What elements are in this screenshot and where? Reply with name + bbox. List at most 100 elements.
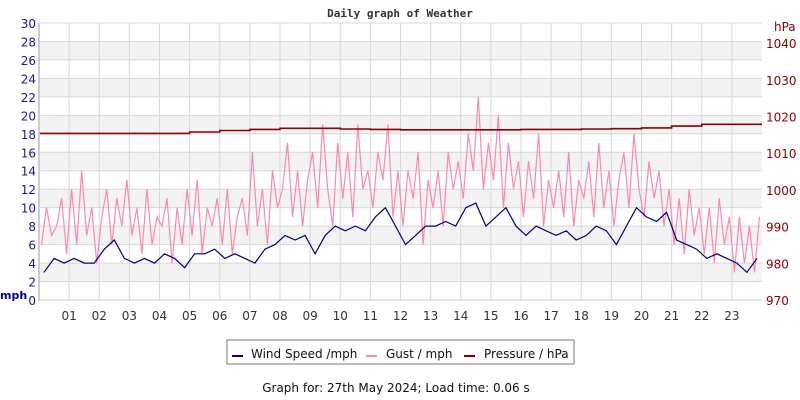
data-point [101, 216, 103, 218]
data-point [234, 253, 236, 255]
data-point [86, 234, 88, 236]
data-point [133, 262, 135, 264]
data-point [427, 179, 429, 181]
data-point [553, 207, 555, 209]
data-point [528, 161, 529, 162]
data-point [156, 216, 158, 218]
data-point [327, 188, 329, 190]
data-point [246, 234, 248, 236]
data-point [241, 198, 243, 199]
data-point [412, 198, 414, 199]
data-point [628, 207, 630, 209]
data-point [46, 207, 47, 209]
data-point [216, 198, 218, 199]
data-point [718, 198, 720, 199]
data-point [171, 262, 173, 264]
series-gust-mph [40, 96, 761, 273]
data-point [648, 161, 650, 162]
data-point [141, 253, 143, 255]
data-point [447, 151, 449, 153]
data-point [282, 188, 283, 190]
data-point [287, 142, 288, 144]
data-point [377, 151, 379, 153]
data-point [543, 225, 544, 227]
data-point [490, 129, 492, 131]
data-point [608, 170, 610, 172]
data-point [723, 244, 725, 246]
data-point [382, 179, 384, 181]
data-point [314, 253, 316, 255]
data-point [746, 271, 748, 273]
data-point [666, 211, 668, 213]
x-tick-label: 02 [92, 309, 107, 323]
data-point [71, 188, 73, 190]
data-point [83, 262, 85, 264]
data-point [739, 216, 740, 218]
data-point [254, 262, 256, 264]
data-point [367, 170, 369, 172]
x-tick-label: 11 [363, 309, 378, 323]
data-point [96, 262, 98, 264]
data-point [221, 244, 223, 246]
data-point [56, 225, 57, 227]
data-point [759, 216, 760, 218]
data-point [588, 161, 590, 162]
data-point [744, 262, 745, 264]
data-point [422, 244, 424, 246]
data-point [442, 225, 444, 227]
right-axis-label: hPa [774, 20, 796, 34]
left-tick-label: 20 [21, 109, 36, 123]
left-tick-label: 28 [21, 35, 36, 49]
axes: 0246810121416182022242628309709809901000… [21, 17, 797, 323]
data-point [184, 267, 186, 269]
data-point [585, 234, 587, 236]
data-point [713, 262, 715, 264]
data-point [437, 170, 439, 172]
data-point [583, 198, 585, 199]
data-point [81, 170, 83, 172]
data-point [126, 179, 128, 181]
data-point [573, 225, 575, 227]
data-point [568, 151, 570, 153]
data-point [251, 151, 253, 153]
data-point [460, 129, 462, 131]
data-point [658, 170, 660, 172]
data-point [676, 239, 678, 241]
data-point [226, 188, 228, 190]
data-point [749, 225, 750, 227]
data-point [646, 216, 647, 218]
data-point [538, 133, 539, 135]
series-layer [38, 96, 762, 274]
series-wind-speed-mph [43, 202, 758, 274]
right-tick-label: 1000 [766, 184, 797, 198]
data-point [224, 258, 226, 259]
data-point [508, 142, 509, 144]
data-point [731, 123, 733, 125]
x-tick-label: 23 [724, 309, 739, 323]
data-point [236, 216, 238, 218]
data-point [430, 129, 432, 131]
data-point [636, 207, 637, 209]
right-tick-label: 990 [766, 221, 789, 235]
data-point [701, 123, 703, 125]
data-point [352, 216, 354, 218]
data-point [41, 244, 42, 246]
data-point [578, 179, 580, 181]
data-point [214, 248, 216, 250]
data-point [76, 244, 78, 246]
data-point [533, 198, 534, 199]
data-point [347, 151, 349, 153]
data-point [324, 234, 326, 236]
left-tick-label: 22 [21, 91, 36, 105]
x-tick-label: 16 [513, 309, 528, 323]
data-point [362, 188, 364, 190]
left-tick-label: 2 [28, 276, 36, 290]
data-point [638, 188, 640, 190]
data-point [189, 131, 191, 133]
data-point [93, 262, 95, 264]
data-point [206, 207, 208, 209]
data-point [121, 225, 123, 227]
data-point [475, 202, 477, 204]
data-point [633, 133, 635, 135]
data-point [686, 244, 688, 246]
